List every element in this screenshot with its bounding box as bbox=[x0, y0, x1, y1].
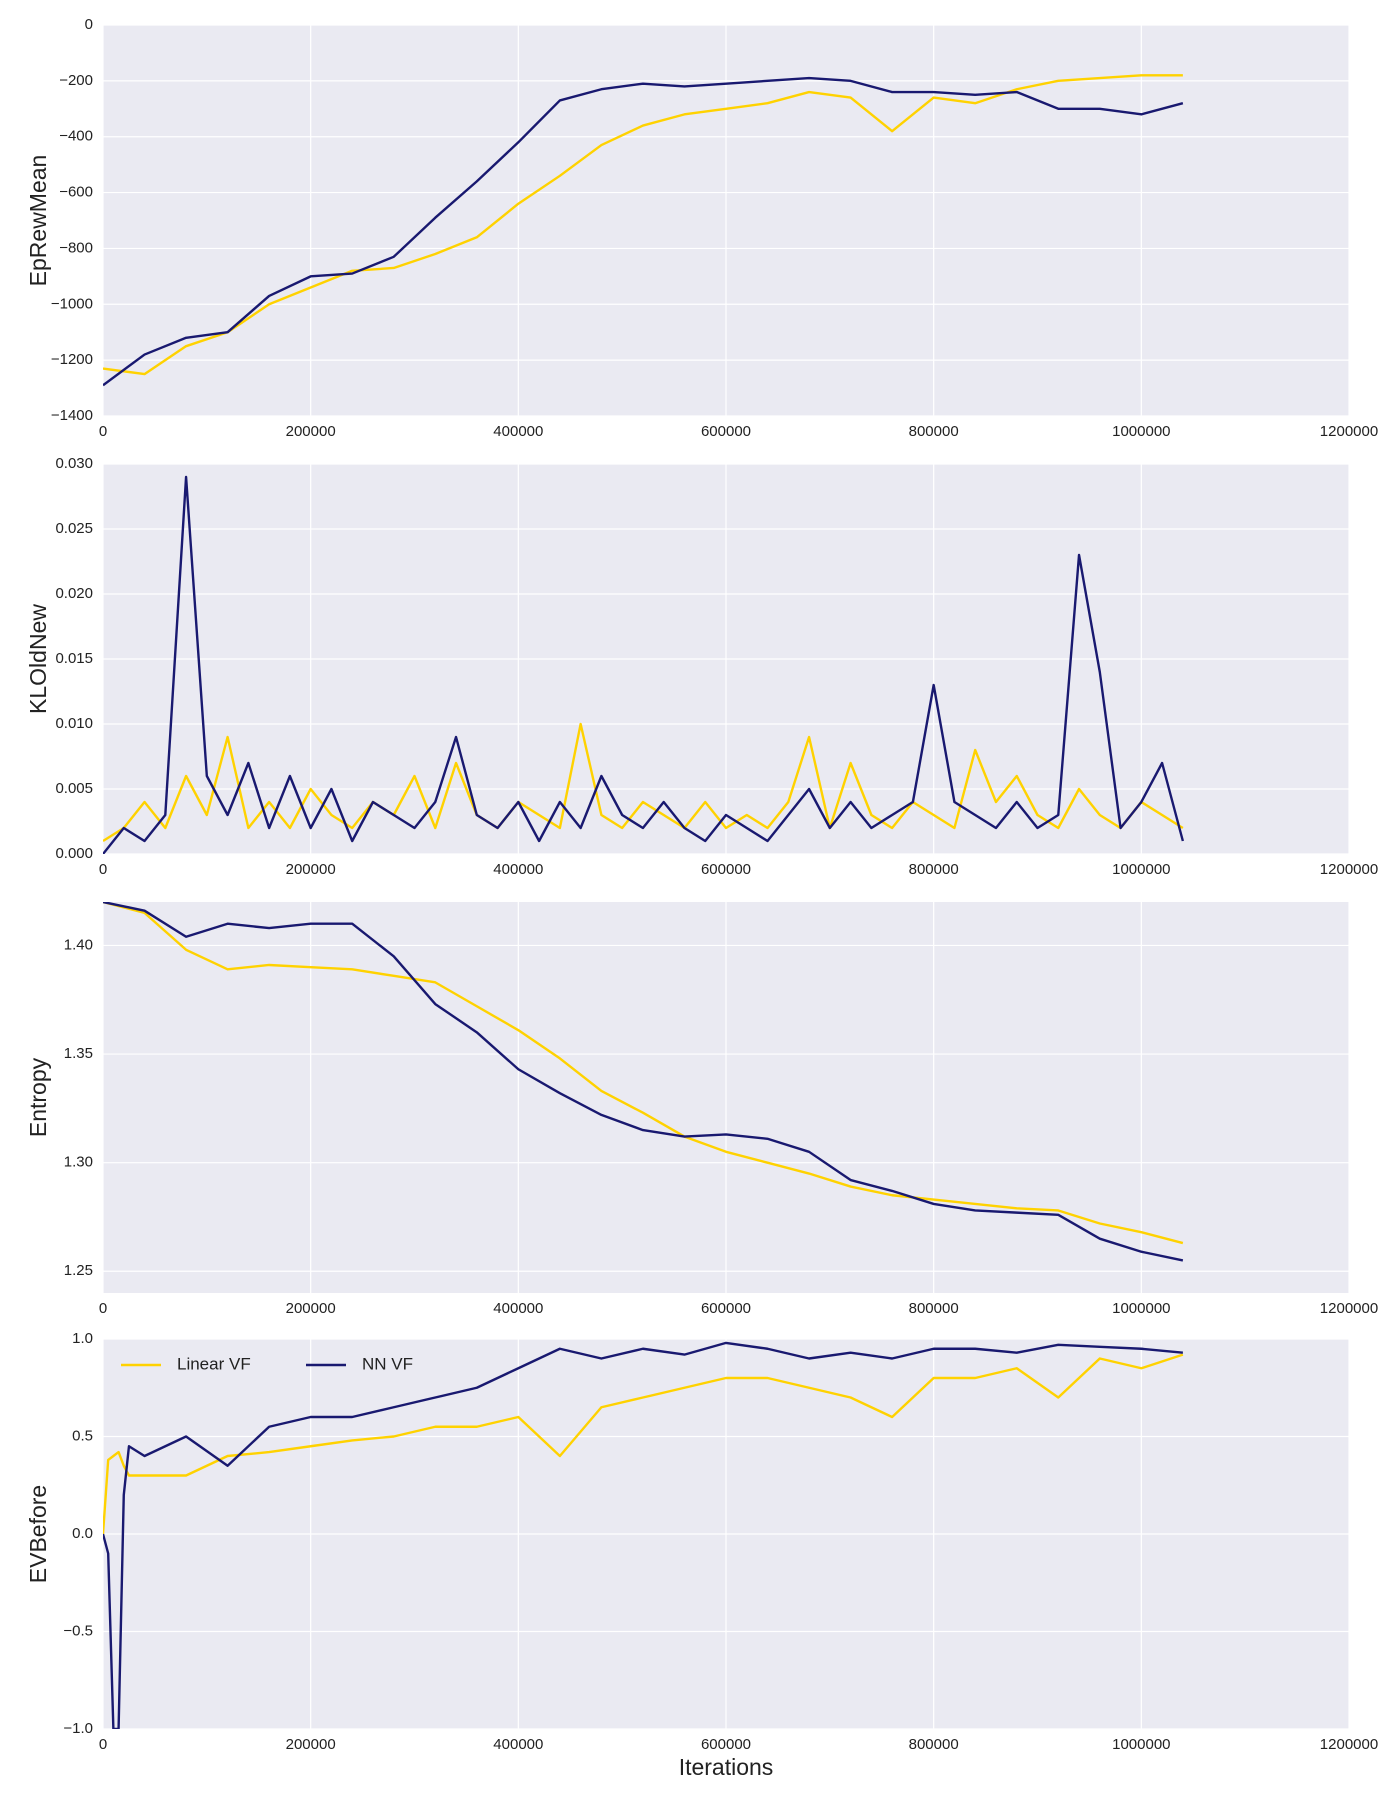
x-tick-label: 400000 bbox=[493, 861, 543, 878]
series-line bbox=[103, 902, 1184, 1245]
x-tick-label: 400000 bbox=[493, 1300, 543, 1317]
x-tick-label: 0 bbox=[99, 1300, 107, 1317]
y-tick-label: 0.030 bbox=[55, 455, 93, 472]
y-tick-label: 1.30 bbox=[64, 1154, 93, 1171]
series-line bbox=[103, 1341, 1183, 1729]
y-tick-label: 1.0 bbox=[72, 1330, 93, 1347]
x-tick-label: 200000 bbox=[286, 861, 336, 878]
x-tick-label: 1000000 bbox=[1112, 861, 1170, 878]
x-tick-label: 200000 bbox=[286, 1300, 336, 1317]
y-tick-label: 0.5 bbox=[72, 1427, 93, 1444]
x-tick-label: 600000 bbox=[701, 861, 751, 878]
x-tick-label: 200000 bbox=[286, 1736, 336, 1753]
y-tick-label: 1.35 bbox=[64, 1045, 93, 1062]
x-tick-label: 1200000 bbox=[1320, 423, 1378, 440]
x-tick-label: 1000000 bbox=[1112, 1300, 1170, 1317]
y-tick-label: 0.010 bbox=[55, 715, 93, 732]
y-axis-label: EpRewMean bbox=[25, 155, 51, 287]
x-tick-label: 800000 bbox=[909, 1736, 959, 1753]
x-tick-label: 1200000 bbox=[1320, 1736, 1378, 1753]
y-tick-label: −1400 bbox=[51, 407, 93, 424]
series-line bbox=[103, 475, 1185, 854]
y-tick-label: 0 bbox=[85, 16, 93, 33]
x-tick-label: 400000 bbox=[493, 1736, 543, 1753]
x-tick-label: 1200000 bbox=[1320, 861, 1378, 878]
x-tick-label: 800000 bbox=[909, 1300, 959, 1317]
y-tick-label: −600 bbox=[59, 184, 93, 201]
y-axis-label: EVBefore bbox=[25, 1485, 51, 1583]
y-tick-label: 0.000 bbox=[55, 845, 93, 862]
y-tick-label: 0.0 bbox=[72, 1525, 93, 1542]
y-tick-label: −1.0 bbox=[63, 1720, 93, 1737]
series-line bbox=[103, 76, 1184, 387]
y-tick-label: 0.020 bbox=[55, 585, 93, 602]
y-tick-label: −1200 bbox=[51, 351, 93, 368]
y-tick-label: −1000 bbox=[51, 295, 93, 312]
y-tick-label: 1.40 bbox=[64, 936, 93, 953]
series-line bbox=[103, 722, 1184, 843]
x-tick-label: 800000 bbox=[909, 861, 959, 878]
legend-label: NN VF bbox=[362, 1354, 413, 1373]
x-tick-label: 0 bbox=[99, 861, 107, 878]
series-line bbox=[103, 902, 1184, 1262]
y-axis-label: Entropy bbox=[25, 1057, 51, 1137]
y-tick-label: −800 bbox=[59, 239, 93, 256]
y-tick-label: −0.5 bbox=[63, 1622, 93, 1639]
y-tick-label: 0.015 bbox=[55, 650, 93, 667]
series-line bbox=[103, 1353, 1184, 1535]
y-tick-label: 1.25 bbox=[64, 1262, 93, 1279]
x-axis-label: Iterations bbox=[679, 1754, 774, 1780]
x-tick-label: 600000 bbox=[701, 423, 751, 440]
x-tick-label: 1000000 bbox=[1112, 1736, 1170, 1753]
x-tick-label: 0 bbox=[99, 1736, 107, 1753]
x-tick-label: 1000000 bbox=[1112, 423, 1170, 440]
x-tick-label: 600000 bbox=[701, 1300, 751, 1317]
y-tick-label: −200 bbox=[59, 72, 93, 89]
x-tick-label: 1200000 bbox=[1320, 1300, 1378, 1317]
x-tick-label: 200000 bbox=[286, 423, 336, 440]
legend-label: Linear VF bbox=[177, 1354, 251, 1373]
x-tick-label: 0 bbox=[99, 423, 107, 440]
y-tick-label: 0.005 bbox=[55, 780, 93, 797]
y-axis-label: KLOldNew bbox=[25, 604, 51, 714]
x-tick-label: 400000 bbox=[493, 423, 543, 440]
x-tick-label: 800000 bbox=[909, 423, 959, 440]
y-tick-label: 0.025 bbox=[55, 520, 93, 537]
x-tick-label: 600000 bbox=[701, 1736, 751, 1753]
y-tick-label: −400 bbox=[59, 128, 93, 145]
